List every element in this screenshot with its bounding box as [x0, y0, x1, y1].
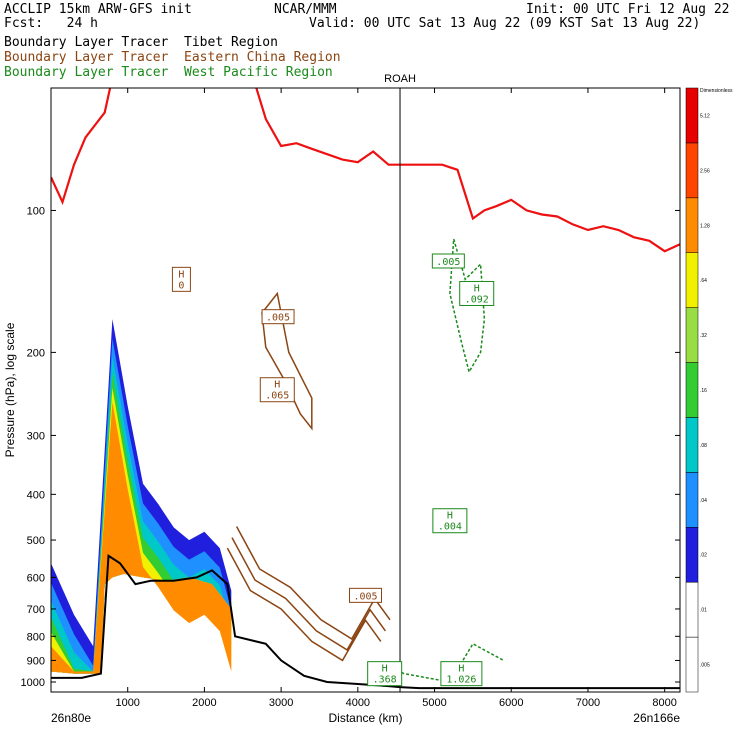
- init-time: Init: 00 UTC Fri 12 Aug 22: [526, 2, 730, 17]
- colorbar-segment: [685, 252, 699, 308]
- legend-eastern-china: Boundary Layer Tracer Eastern China Regi…: [4, 50, 341, 65]
- label-box: [431, 253, 465, 269]
- colorbar-label: .005: [700, 663, 710, 669]
- roah-label: ROAH: [384, 73, 416, 85]
- annotation-box: [259, 377, 295, 403]
- annotation-h: H: [178, 269, 184, 280]
- label-value: .005: [266, 313, 290, 324]
- annotation-value: .004: [438, 522, 462, 533]
- x-tick-label: 1000: [115, 697, 139, 709]
- y-tick-label: 900: [27, 655, 45, 667]
- legend-west-pacific: Boundary Layer Tracer West Pacific Regio…: [4, 65, 333, 80]
- x-tick-label: 8000: [652, 697, 676, 709]
- annotation-value: 0: [178, 280, 184, 291]
- y-axis-title: Pressure (hPa), log scale: [3, 322, 17, 457]
- y-tick-label: 200: [27, 347, 45, 359]
- x-tick-label: 4000: [346, 697, 370, 709]
- model-title: ACCLIP 15km ARW-GFS init: [4, 2, 192, 17]
- x-tick-label: 7000: [576, 697, 600, 709]
- colorbar-label: 5.12: [700, 113, 710, 119]
- legend-tibet: Boundary Layer Tracer Tibet Region: [4, 35, 278, 50]
- terrain-line: [51, 554, 680, 690]
- colorbar-units: Dimensionless: [700, 88, 733, 94]
- annotation-h: H.065: [259, 377, 295, 403]
- annotation-box: [367, 661, 403, 687]
- annotation-value: .092: [465, 294, 489, 305]
- annotation-box: [440, 661, 483, 687]
- colorbar-label: .04: [700, 498, 707, 504]
- y-tick-label: 300: [27, 430, 45, 442]
- annotation-value: .065: [265, 391, 289, 402]
- colorbar-segment: [685, 417, 699, 473]
- x-tick-label: 2000: [192, 697, 216, 709]
- valid-time: Valid: 00 UTC Sat 13 Aug 22 (09 KST Sat …: [309, 16, 701, 31]
- colorbar-segment: [685, 362, 699, 418]
- x-axis-title: Distance (km): [328, 711, 402, 725]
- colorbar-segment: [685, 581, 699, 638]
- plot-frame: [50, 87, 681, 693]
- annotation-box: [432, 508, 468, 534]
- annotation-h: H1.026: [440, 661, 483, 687]
- tropopause-line: [51, 88, 680, 253]
- y-tick-label: 800: [27, 631, 45, 643]
- y-tick-label: 700: [27, 604, 45, 616]
- y-tick-label: 400: [27, 489, 45, 501]
- label-box: [261, 309, 295, 325]
- eastern-china-contour: [231, 537, 387, 651]
- colorbar-segment: [685, 142, 699, 199]
- tibet-tracer-band-.02: [51, 338, 232, 674]
- y-tick-label: 100: [27, 205, 45, 217]
- tibet-tracer-band-.32: [51, 402, 232, 674]
- colorbar-label: .32: [700, 333, 707, 339]
- annotation-h: H.004: [432, 508, 468, 534]
- forecast-hour: Fcst: 24 h: [4, 16, 98, 31]
- annotation-label: .005: [431, 253, 465, 269]
- annotation-h: H: [382, 664, 388, 675]
- annotation-h: H.368: [367, 661, 403, 687]
- colorbar-label: .02: [700, 553, 707, 559]
- colorbar-label: .16: [700, 388, 707, 394]
- x-end-label: 26n166e: [633, 711, 680, 725]
- annotation-box: [459, 280, 495, 306]
- colorbar-segment: [685, 197, 699, 253]
- colorbar-segment: [685, 636, 699, 693]
- colorbar-label: 1.28: [700, 223, 710, 229]
- colorbar-segment: [685, 527, 699, 583]
- eastern-china-contour: [226, 547, 382, 662]
- colorbar-segment: [685, 472, 699, 528]
- annotation-value: .368: [373, 675, 397, 686]
- annotation-label: .005: [349, 587, 382, 603]
- x-tick-label: 5000: [422, 697, 446, 709]
- annotation-label: .005: [261, 309, 295, 325]
- label-value: .005: [353, 591, 377, 602]
- y-tick-label: 1000: [21, 677, 45, 689]
- label-value: .005: [436, 257, 460, 268]
- annotation-box: [171, 266, 191, 292]
- x-tick-label: 6000: [499, 697, 523, 709]
- colorbar-label: .64: [700, 278, 707, 284]
- annotation-value: 1.026: [446, 675, 476, 686]
- colorbar-label: .08: [700, 443, 707, 449]
- org-label: NCAR/MMM: [274, 2, 337, 17]
- west-pacific-upper-contour: [449, 238, 486, 374]
- annotation-h: H: [447, 511, 453, 522]
- annotation-h: H: [274, 380, 280, 391]
- tibet-tracer-band-.04: [51, 356, 232, 674]
- colorbar-segment: [685, 307, 699, 363]
- annotation-h: H.092: [459, 280, 495, 306]
- annotation-h: H: [474, 283, 480, 294]
- label-box: [349, 587, 382, 603]
- x-start-label: 26n80e: [51, 711, 91, 725]
- y-tick-label: 500: [27, 535, 45, 547]
- y-tick-label: 600: [27, 572, 45, 584]
- annotation-h: H0: [171, 266, 191, 292]
- x-tick-label: 3000: [269, 697, 293, 709]
- colorbar-segment: [685, 87, 699, 144]
- annotation-h: H: [458, 664, 464, 675]
- colorbar-label: .01: [700, 608, 707, 614]
- colorbar-label: 2.56: [700, 168, 710, 174]
